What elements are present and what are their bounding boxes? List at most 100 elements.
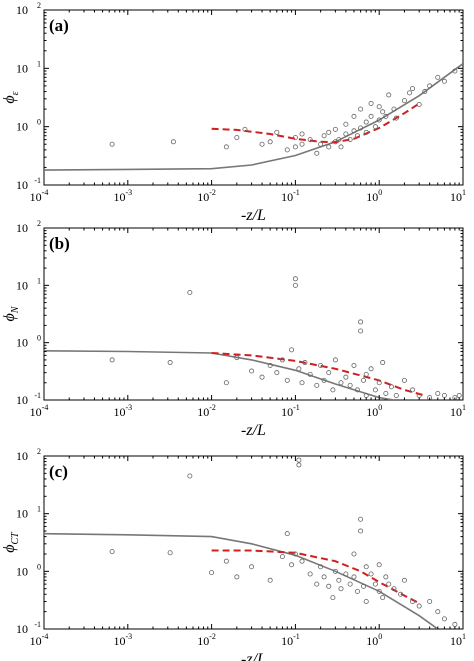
data-point: [393, 115, 399, 121]
data-point: [296, 457, 302, 463]
data-point: [343, 131, 349, 137]
data-point: [401, 377, 407, 383]
data-point: [326, 370, 332, 376]
data-point: [279, 357, 285, 363]
data-point: [398, 591, 404, 597]
data-point: [343, 374, 349, 380]
data-point: [358, 528, 364, 534]
data-point: [299, 141, 305, 147]
x-tick-base: 10: [366, 634, 378, 648]
data-point: [380, 360, 386, 366]
y-tick-label: 10 1: [16, 505, 41, 521]
data-point: [422, 89, 428, 95]
y-tick-label: 10 0: [16, 334, 41, 350]
x-tick-base: 10: [113, 634, 125, 648]
panel-label: (c): [49, 462, 68, 481]
data-point: [330, 595, 336, 601]
data-point: [386, 92, 392, 98]
data-point: [376, 104, 382, 110]
data-point: [358, 106, 364, 112]
data-point: [338, 586, 344, 592]
y-tick-base: 10: [16, 221, 28, 235]
data-point: [407, 90, 413, 96]
x-tick-exponent: 1: [462, 632, 466, 641]
y-tick-label: 10 2: [16, 447, 41, 463]
data-point: [452, 68, 458, 74]
data-point: [343, 571, 349, 577]
y-tick-base: 10: [16, 278, 28, 292]
data-point: [368, 571, 374, 577]
data-point: [441, 78, 447, 84]
data-point: [299, 131, 305, 137]
x-tick-exponent: -1: [293, 632, 300, 641]
data-point: [336, 137, 342, 143]
y-tick-label: 10 -1: [16, 391, 41, 407]
data-point: [386, 581, 392, 587]
x-tick-base: 10: [197, 634, 209, 648]
data-point: [410, 86, 416, 92]
data-point: [391, 106, 397, 112]
y-axis-label-symbol: ϕ: [1, 313, 18, 321]
x-tick-label: 10-2: [197, 632, 216, 648]
x-tick-label: 100: [366, 632, 382, 648]
data-point: [388, 384, 394, 390]
data-point: [376, 117, 382, 123]
data-point: [307, 571, 313, 577]
x-tick-label: 101: [450, 403, 466, 419]
x-tick-exponent: 0: [378, 188, 382, 197]
data-point: [410, 598, 416, 604]
x-tick-label: 10-2: [197, 188, 216, 204]
data-point: [401, 98, 407, 104]
y-tick-label: 10 0: [16, 562, 41, 578]
data-point: [167, 550, 173, 556]
data-point: [318, 564, 324, 570]
y-tick-exponent: 1: [37, 505, 41, 514]
y-tick-base: 10: [16, 393, 28, 407]
x-tick-base: 10: [281, 405, 293, 419]
fit-curve-dashed: [211, 352, 426, 397]
data-point: [223, 380, 229, 386]
data-point: [234, 355, 240, 361]
data-point: [326, 583, 332, 589]
data-point: [441, 392, 447, 398]
data-point: [383, 574, 389, 580]
plot-frame: [43, 227, 464, 401]
x-tick-exponent: 1: [462, 188, 466, 197]
data-point: [274, 129, 280, 135]
x-tick-exponent: 1: [462, 403, 466, 412]
data-point: [336, 577, 342, 583]
data-point: [368, 113, 374, 119]
data-point: [358, 516, 364, 522]
data-point: [307, 371, 313, 377]
data-point: [401, 577, 407, 583]
y-axis-label-subscript: N: [10, 305, 21, 314]
data-point: [109, 141, 115, 147]
x-axis-label: -z/L: [241, 207, 266, 224]
data-point: [376, 380, 382, 386]
data-point: [332, 126, 338, 132]
y-tick-exponent: 0: [37, 334, 41, 343]
data-point: [296, 366, 302, 372]
data-point: [383, 113, 389, 119]
y-tick-label: 10 0: [16, 118, 41, 134]
x-tick-exponent: -2: [209, 403, 216, 412]
y-tick-exponent: 1: [37, 276, 41, 285]
data-point: [267, 362, 273, 368]
data-point: [299, 558, 305, 564]
y-tick-base: 10: [16, 178, 28, 192]
data-point: [351, 362, 357, 368]
y-axis-label-subscript: CT: [10, 531, 21, 545]
data-point: [302, 360, 308, 366]
data-point: [338, 144, 344, 150]
x-tick-base: 10: [450, 634, 462, 648]
data-point: [441, 616, 447, 622]
data-point: [372, 124, 378, 130]
y-tick-base: 10: [16, 61, 28, 75]
data-point: [223, 144, 229, 150]
data-point: [314, 150, 320, 156]
x-tick-exponent: -2: [209, 632, 216, 641]
data-point: [410, 387, 416, 393]
data-point: [249, 368, 255, 374]
data-point: [351, 574, 357, 580]
